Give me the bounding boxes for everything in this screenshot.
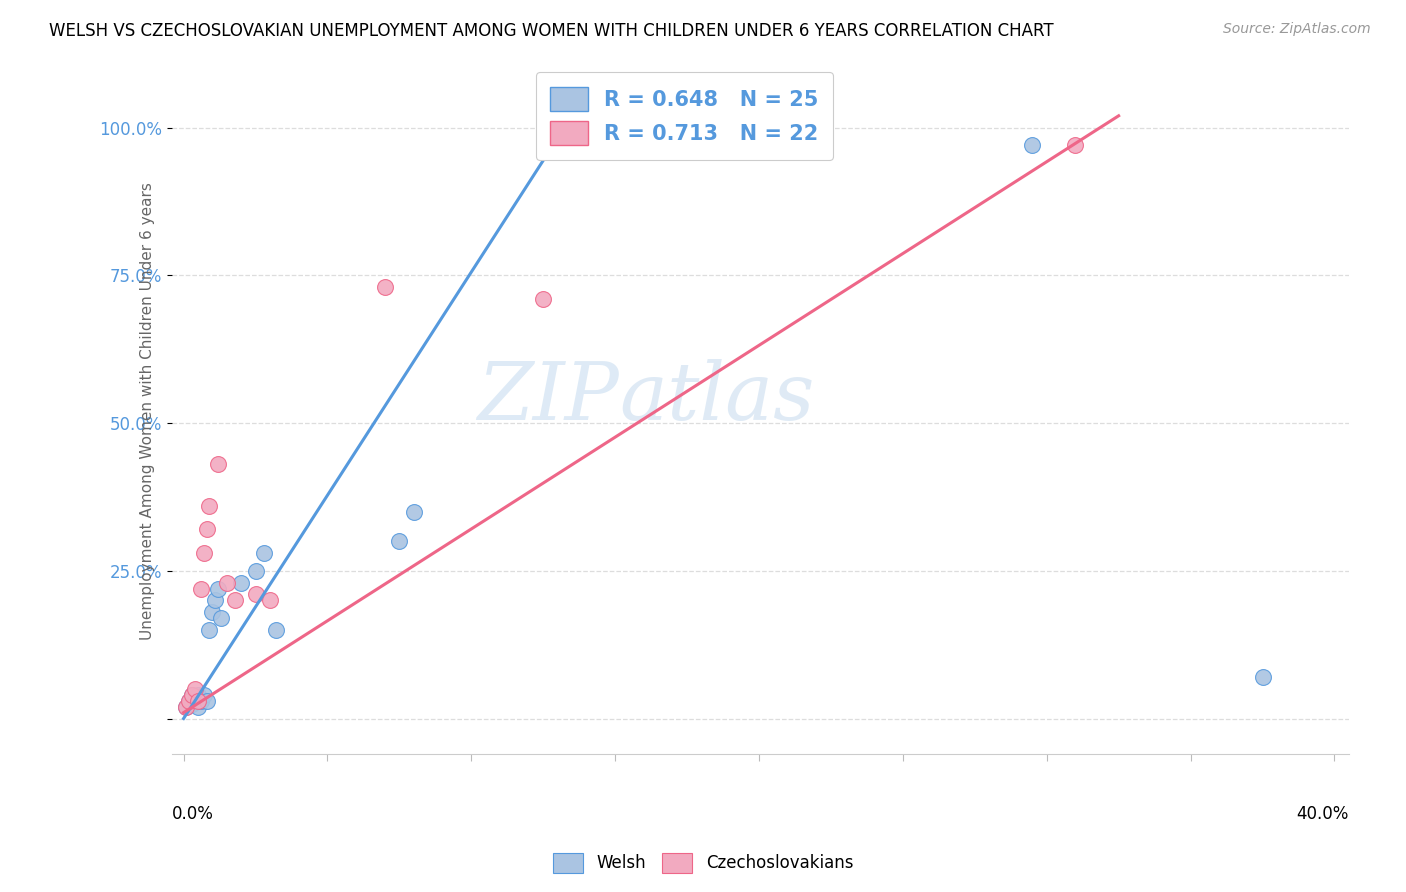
Point [184,681,207,696]
Point [207,458,229,472]
Point [264,623,287,637]
Point [193,546,215,560]
Point [209,611,232,625]
Point [374,280,396,294]
Point [201,605,224,619]
Point [204,593,226,607]
Text: 0.0%: 0.0% [172,805,214,823]
Point [187,699,209,714]
Point [1021,138,1043,153]
Point [187,688,209,702]
Point [245,564,267,578]
Text: WELSH VS CZECHOSLOVAKIAN UNEMPLOYMENT AMONG WOMEN WITH CHILDREN UNDER 6 YEARS CO: WELSH VS CZECHOSLOVAKIAN UNEMPLOYMENT AM… [49,22,1054,40]
Point [207,582,229,596]
Point [184,694,207,708]
Text: Source: ZipAtlas.com: Source: ZipAtlas.com [1223,22,1371,37]
Point [195,694,218,708]
Point [224,593,246,607]
Point [193,688,215,702]
Legend: R = 0.648   N = 25, R = 0.713   N = 22: R = 0.648 N = 25, R = 0.713 N = 22 [536,72,834,160]
Point [388,534,411,549]
Point [198,499,221,513]
Point [619,145,641,159]
Text: ZIP: ZIP [478,359,619,436]
Point [176,699,198,714]
Y-axis label: Unemployment Among Women with Children Under 6 years: Unemployment Among Women with Children U… [141,182,156,640]
Point [231,575,253,590]
Legend: Welsh, Czechoslovakians: Welsh, Czechoslovakians [546,847,860,880]
Point [402,505,425,519]
Point [195,523,218,537]
Point [1251,670,1274,684]
Point [253,546,276,560]
Point [198,623,221,637]
Point [1064,138,1087,153]
Point [190,694,212,708]
Point [187,694,209,708]
Text: 40.0%: 40.0% [1296,805,1348,823]
Point [181,697,204,711]
Point [181,688,204,702]
Point [245,587,267,601]
Point [176,699,198,714]
Point [215,575,238,590]
Point [633,138,655,153]
Point [179,694,201,708]
Text: atlas: atlas [619,359,814,436]
Point [181,688,204,702]
Point [259,593,281,607]
Point [179,694,201,708]
Point [190,582,212,596]
Point [531,292,554,306]
